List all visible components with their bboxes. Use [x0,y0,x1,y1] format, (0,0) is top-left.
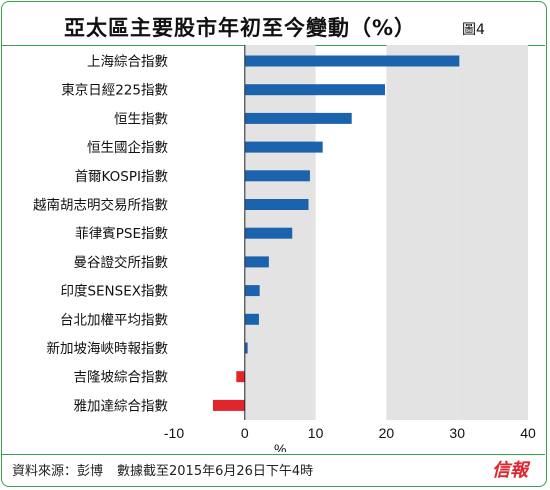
bar-chart: 上海綜合指數東京日經225指數恒生指數恒生國企指數首爾KOSPI指數越南胡志明交… [33,45,536,452]
x-tick-label: 40 [520,425,536,441]
bars [212,55,460,411]
category-label: 台北加權平均指數 [60,312,168,328]
shaded-band [457,45,528,420]
bar [244,199,309,210]
hkej-logo: 信報 [492,460,528,481]
category-label: 吉隆坡綜合指數 [74,370,169,386]
bar [244,55,460,67]
x-tick-label: 20 [379,425,395,441]
bar [244,170,310,182]
category-label: 恒生國企指數 [87,139,168,156]
data-date-note: 數據截至2015年6月26日下午4時 [117,464,314,479]
bar [244,227,293,239]
x-tick-label: -10 [164,425,184,441]
bar [244,112,352,124]
chart-title: 亞太區主要股市年初至今變動（%） [64,16,417,40]
x-tick-label: 10 [308,425,324,441]
footer: 資料來源：彭博 數據截至2015年6月26日下午4時 [12,460,313,479]
category-label: 東京日經225指數 [61,83,168,99]
category-label: 新加坡海峽時報指數 [47,341,169,357]
category-label: 上海綜合指數 [87,54,168,70]
bar [244,256,269,268]
bar [244,342,248,354]
category-label: 雅加達綜合指數 [74,398,169,414]
category-label: 菲律賓PSE指數 [75,225,168,242]
bar [236,371,245,383]
x-tick-label: 0 [241,425,249,441]
source-note: 資料來源：彭博 [12,464,104,479]
category-label: 首爾KOSPI指數 [75,169,169,185]
category-label: 曼谷證交所指數 [74,254,169,271]
category-label: 印度SENSEX指數 [60,284,168,300]
footer-divider [2,454,545,455]
bar [244,84,385,96]
x-axis: -10 0 10 20 30 40% [164,45,536,452]
bar [244,141,323,153]
x-axis-label: % [274,441,286,452]
category-label: 恒生指數 [114,111,168,127]
category-label: 越南胡志明交易所指數 [33,197,168,214]
x-tick-label: 30 [449,425,465,441]
bar [212,399,245,411]
shaded-band [386,45,458,420]
category-labels: 上海綜合指數東京日經225指數恒生指數恒生國企指數首爾KOSPI指數越南胡志明交… [33,54,168,414]
figure-number: 圖4 [462,22,485,38]
bar [244,285,260,297]
bar [244,313,259,325]
